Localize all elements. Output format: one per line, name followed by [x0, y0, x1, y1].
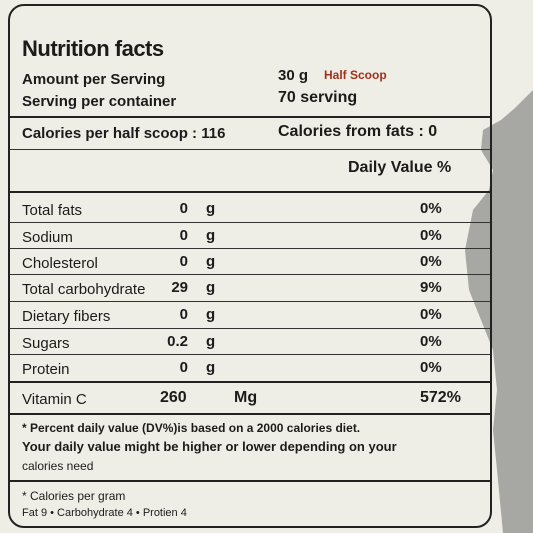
nutrient-name: Sodium	[22, 229, 73, 246]
vitamin-daily-value: 572%	[420, 389, 461, 406]
nutrient-amount: 0	[179, 227, 188, 244]
footnote-line-3: calories need	[22, 459, 94, 473]
calories-per-half-scoop: Calories per half scoop : 116	[22, 125, 226, 142]
nutrient-daily-value: 9%	[420, 279, 442, 296]
calories-from-fats: Calories from fats : 0	[278, 123, 438, 140]
nutrient-amount: 0	[179, 306, 188, 323]
divider	[10, 413, 490, 415]
nutrient-daily-value: 0%	[420, 253, 442, 270]
calories-per-gram-detail: Fat 9 • Carbohydrate 4 • Protien 4	[22, 507, 187, 519]
servings-per-container-label: Serving per container	[22, 93, 177, 110]
amount-per-serving-label: Amount per Serving	[22, 71, 166, 88]
nutrient-unit: g	[206, 359, 216, 376]
nutrient-daily-value: 0%	[420, 333, 442, 350]
divider	[10, 381, 490, 383]
vitamin-amount: 260	[160, 389, 187, 406]
footnote-line-2: Your daily value might be higher or lowe…	[22, 439, 397, 454]
servings-per-container-value: 70 serving	[278, 89, 358, 106]
nutrient-name: Protein	[22, 361, 70, 378]
nutrient-name: Total carbohydrate	[22, 281, 146, 298]
nutrient-name: Total fats	[22, 202, 83, 219]
nutrient-name: Sugars	[22, 335, 70, 352]
nutrient-amount: 0	[179, 200, 188, 217]
background-shadow-silhouette	[465, 90, 533, 533]
nutrient-amount: 29	[171, 279, 188, 296]
nutrient-daily-value: 0%	[420, 359, 442, 376]
divider	[10, 191, 490, 193]
half-scoop-note: Half Scoop	[324, 68, 387, 82]
nutrient-daily-value: 0%	[420, 306, 442, 323]
nutrient-name: Dietary fibers	[22, 308, 111, 325]
panel-title: Nutrition facts	[22, 36, 164, 61]
calories-per-gram-title: * Calories per gram	[22, 489, 126, 503]
nutrient-daily-value: 0%	[420, 200, 442, 217]
nutrient-amount: 0	[179, 359, 188, 376]
nutrient-unit: g	[206, 279, 216, 296]
divider	[10, 116, 490, 118]
nutrient-daily-value: 0%	[420, 227, 442, 244]
vitamin-unit: Mg	[234, 389, 258, 406]
nutrition-facts-panel: Nutrition facts Amount per Serving 30 g …	[8, 4, 492, 528]
amount-per-serving-value: 30 g	[278, 67, 309, 84]
divider	[10, 480, 490, 482]
nutrient-unit: g	[206, 227, 216, 244]
nutrient-unit: g	[206, 306, 216, 323]
nutrient-amount: 0	[179, 253, 188, 270]
nutrient-unit: g	[206, 200, 216, 217]
vitamin-name: Vitamin C	[22, 391, 87, 408]
divider	[10, 149, 490, 150]
nutrient-name: Cholesterol	[22, 255, 98, 272]
nutrient-unit: g	[206, 253, 216, 270]
daily-value-header: Daily Value %	[348, 159, 452, 176]
nutrient-amount: 0.2	[167, 333, 188, 350]
nutrient-unit: g	[206, 333, 216, 350]
footnote-line-1: * Percent daily value (DV%)is based on a…	[22, 421, 361, 435]
